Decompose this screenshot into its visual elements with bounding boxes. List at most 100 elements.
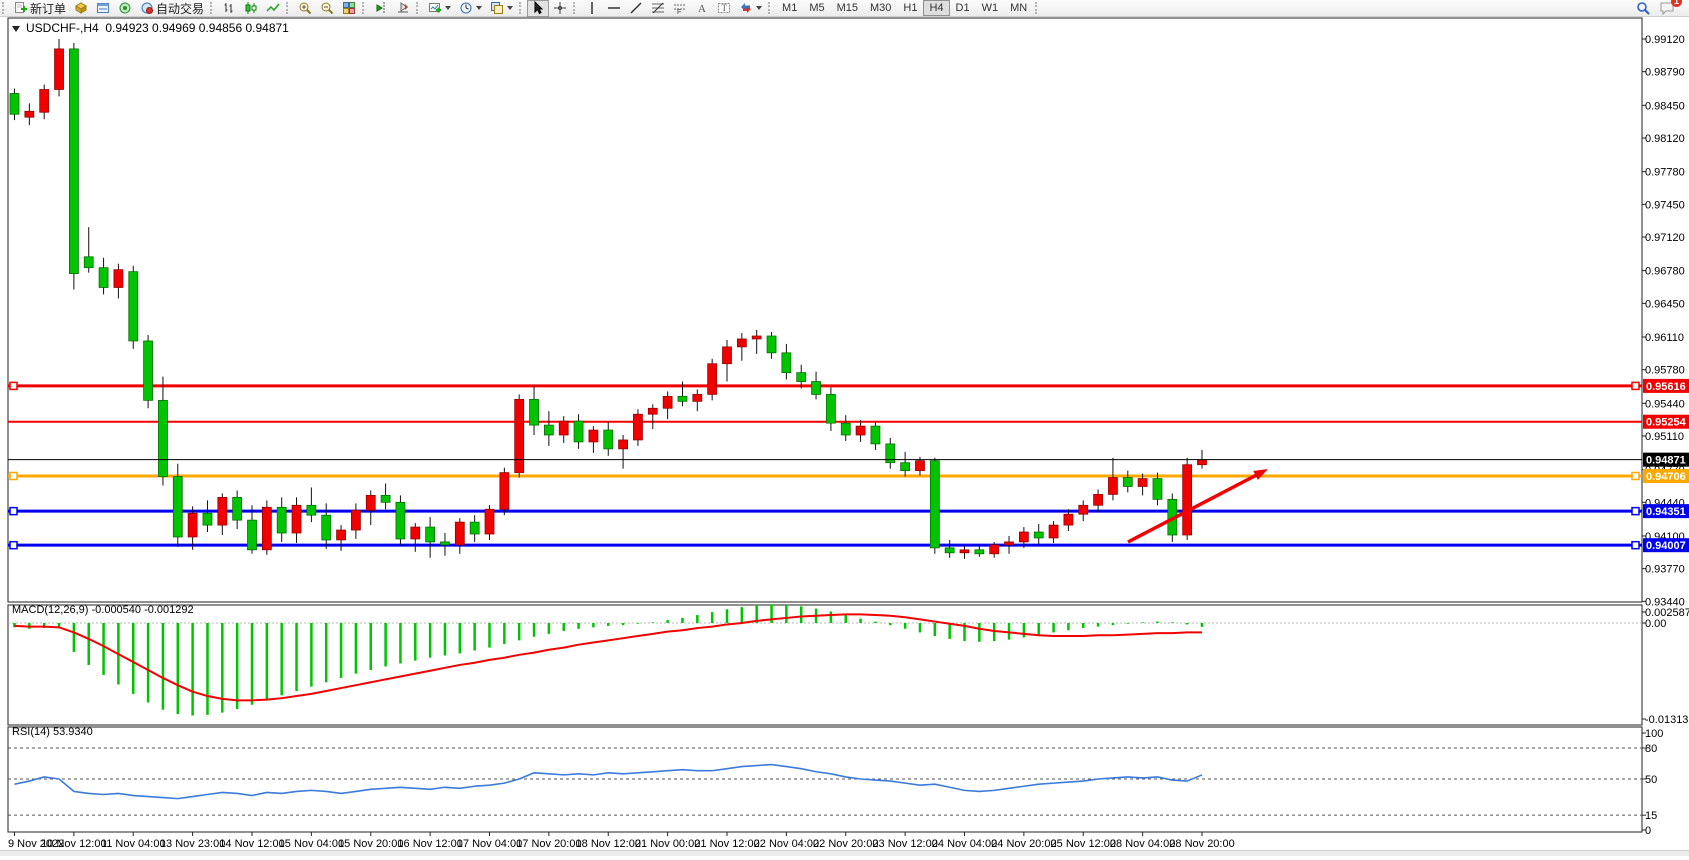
chart-shift-icon xyxy=(374,1,388,15)
candle-down xyxy=(677,396,688,402)
tile-windows-button[interactable] xyxy=(338,0,360,17)
svg-text:28 Nov 04:00: 28 Nov 04:00 xyxy=(1110,838,1175,850)
svg-text:13 Nov 23:00: 13 Nov 23:00 xyxy=(160,838,225,850)
svg-text:0.95110: 0.95110 xyxy=(1645,431,1684,443)
text-label-button[interactable]: T xyxy=(713,0,735,17)
horizontal-line-button[interactable] xyxy=(603,0,625,17)
hline-0.94007[interactable]: 0.94007 xyxy=(8,538,1689,553)
bar-chart-button[interactable] xyxy=(218,0,240,17)
rsi-value: 53.9340 xyxy=(52,726,93,738)
period-button[interactable] xyxy=(455,0,486,17)
svg-text:15 Nov 04:00: 15 Nov 04:00 xyxy=(279,838,344,850)
svg-text:15 Nov 20:00: 15 Nov 20:00 xyxy=(338,838,403,850)
candle-down xyxy=(425,526,435,543)
timeframe-button-m5[interactable]: M5 xyxy=(809,2,825,14)
search-button[interactable] xyxy=(1632,0,1655,17)
vertical-line-button[interactable] xyxy=(581,0,603,17)
chevron-down-icon[interactable] xyxy=(445,6,452,10)
candle-up xyxy=(692,394,703,402)
zoom-out-button[interactable] xyxy=(316,0,338,17)
chevron-down-icon[interactable] xyxy=(507,6,514,10)
chart-canvas[interactable]: 0.99120 0.98790 0.98450 0.98120 0.97780 0.974… xyxy=(0,16,1689,855)
trend-arrow-annotation[interactable] xyxy=(1127,469,1268,544)
candle-down xyxy=(158,399,168,477)
trendline-button[interactable] xyxy=(625,0,647,17)
text-button[interactable]: A xyxy=(691,0,713,17)
arrow-shapes-button[interactable] xyxy=(735,0,766,17)
crosshair-button[interactable] xyxy=(549,0,571,17)
svg-text:0.95616: 0.95616 xyxy=(1646,381,1686,393)
chevron-down-icon[interactable] xyxy=(476,6,483,10)
macd-indicator-label: MACD(12,26,9) -0.000540 -0.001292 xyxy=(12,604,194,616)
line-chart-button[interactable] xyxy=(262,0,284,17)
macd-pane[interactable] xyxy=(7,604,1643,726)
new-chart-button[interactable] xyxy=(424,0,455,17)
timeframe-button-d1[interactable]: D1 xyxy=(955,2,970,14)
fibo-channel-button[interactable]: F xyxy=(669,0,691,17)
svg-text:17 Nov 04:00: 17 Nov 04:00 xyxy=(457,838,522,850)
hline-0.94706[interactable]: 0.94706 xyxy=(8,468,1689,483)
candle-up xyxy=(707,363,718,395)
candle-up xyxy=(1004,541,1014,546)
zoom-in-icon xyxy=(298,1,312,15)
new-order-icon xyxy=(14,1,28,15)
tile-windows-icon xyxy=(342,1,356,15)
template-icon xyxy=(490,1,504,15)
candlestick-button[interactable] xyxy=(240,0,262,17)
new-order-button[interactable]: 新订单 xyxy=(10,0,70,17)
candle-down xyxy=(440,541,450,546)
svg-text:0.94706: 0.94706 xyxy=(1646,471,1686,483)
timeframe-button-m1[interactable]: M1 xyxy=(782,2,798,14)
market-watch-button[interactable] xyxy=(70,0,92,17)
chart-title: USDCHF-,H4 0.94923 0.94969 0.94856 0.948… xyxy=(12,21,289,35)
candle-down xyxy=(306,504,317,516)
hline-0.95616[interactable]: 0.95616 xyxy=(8,378,1689,393)
cursor-button[interactable] xyxy=(527,0,550,17)
timeframe-button-w1[interactable]: W1 xyxy=(981,2,999,14)
toolbar-separator xyxy=(286,2,291,14)
candle-down xyxy=(69,48,79,275)
line-chart-icon xyxy=(266,1,280,15)
candle-up xyxy=(499,472,510,510)
fibonacci-button[interactable] xyxy=(647,0,669,17)
zoom-in-button[interactable] xyxy=(294,0,316,17)
data-window-button[interactable] xyxy=(92,0,114,17)
candle-down xyxy=(885,443,896,464)
candle-down xyxy=(573,420,584,443)
chart-window[interactable]: 0.99120 0.98790 0.98450 0.98120 0.97780 0.974… xyxy=(0,16,1689,855)
candle-down xyxy=(766,335,777,354)
svg-text:A: A xyxy=(698,3,706,15)
text-icon: A xyxy=(695,1,709,15)
ohlc-values: 0.94923 0.94969 0.94856 0.94871 xyxy=(105,21,289,35)
candle-up xyxy=(1048,524,1059,539)
candle-down xyxy=(603,429,614,450)
timeframe-button-h1[interactable]: H1 xyxy=(903,2,918,14)
candle-up xyxy=(736,338,747,348)
candle-up xyxy=(39,89,50,113)
candle-down xyxy=(1122,477,1133,487)
notifications-button[interactable]: 1 xyxy=(1655,0,1682,17)
svg-text:0.98450: 0.98450 xyxy=(1645,100,1685,112)
timeframe-button-h4[interactable]: H4 xyxy=(923,0,950,16)
svg-text:0.94007: 0.94007 xyxy=(1646,540,1686,552)
chevron-down-icon[interactable] xyxy=(756,6,763,10)
candle-up xyxy=(351,509,361,531)
price-pane[interactable] xyxy=(7,17,1643,603)
candle-down xyxy=(811,381,821,395)
chart-shift-button[interactable] xyxy=(370,0,392,17)
svg-text:24 Nov 04:00: 24 Nov 04:00 xyxy=(932,838,997,850)
navigator-button[interactable] xyxy=(114,0,136,17)
auto-scroll-button[interactable] xyxy=(392,0,414,17)
timeframe-button-mn[interactable]: MN xyxy=(1010,2,1028,14)
horizontal-line-icon xyxy=(607,1,621,15)
timeframe-button-m30[interactable]: M30 xyxy=(870,2,892,14)
autotrading-button[interactable]: 自动交易 xyxy=(136,0,208,17)
timeframe-button-m15[interactable]: M15 xyxy=(836,2,858,14)
candle-down xyxy=(380,495,391,503)
hline-0.95254[interactable]: 0.95254 xyxy=(8,414,1689,429)
one-click-trading-icon[interactable] xyxy=(12,26,20,32)
candle-up xyxy=(187,512,198,538)
template-button[interactable] xyxy=(486,0,517,17)
svg-text:17 Nov 20:00: 17 Nov 20:00 xyxy=(516,838,581,850)
